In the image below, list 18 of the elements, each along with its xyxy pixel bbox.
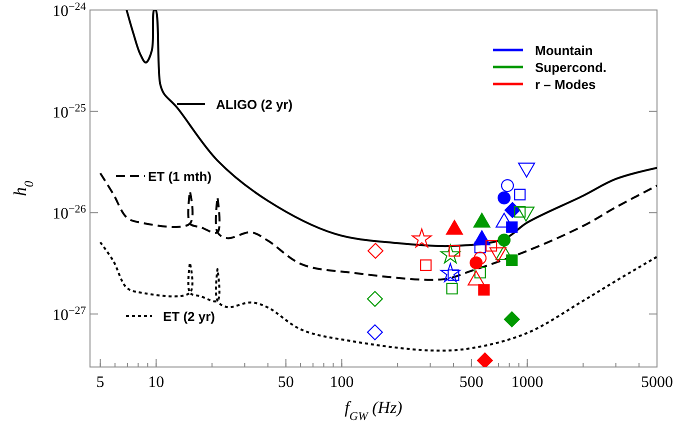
legend-label: Mountain: [535, 43, 593, 58]
legend-label: ET (1 mth): [148, 169, 212, 184]
x-tick-label: 50: [278, 374, 294, 391]
y-tick-label: 10$^{−26}$: [52, 204, 86, 223]
y-tick-label: 10$^{−24}$: [52, 1, 86, 20]
y-tick-label: 10$^{−25}$: [52, 102, 86, 122]
x-tick-label: 100: [330, 374, 354, 391]
legend-label: r – Modes: [535, 77, 596, 92]
x-tick-label: 10: [148, 374, 164, 391]
x-tick-label: 1000: [511, 374, 544, 391]
legend-label: ALIGO (2 yr): [216, 97, 293, 112]
x-axis-title: f$_{GW}$ (Hz): [344, 398, 403, 423]
legend-label: Supercond.: [535, 60, 607, 75]
legend-label: ET (2 yr): [163, 309, 216, 324]
x-tick-label: 5: [96, 374, 104, 391]
y-tick-label: 10$^{−27}$: [52, 305, 86, 324]
x-tick-label: 5000: [641, 374, 673, 391]
x-tick-label: 500: [459, 374, 484, 391]
